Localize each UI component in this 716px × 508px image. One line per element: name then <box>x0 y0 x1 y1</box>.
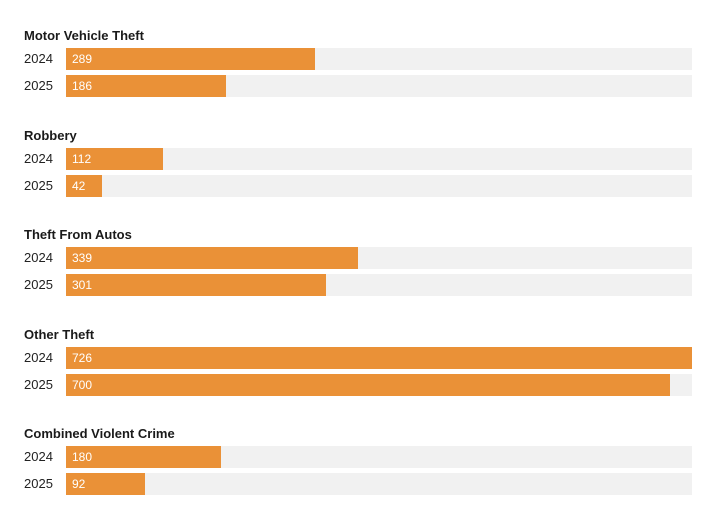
bar: 339 <box>66 247 358 269</box>
bar-track: 339 <box>66 247 692 269</box>
bar-value-label: 289 <box>72 52 93 66</box>
bar: 186 <box>66 75 226 97</box>
bar: 289 <box>66 48 315 70</box>
bar-value-label: 92 <box>72 477 86 491</box>
year-label: 2024 <box>24 151 53 166</box>
group-title: Robbery <box>24 128 77 143</box>
bar-track: 700 <box>66 374 692 396</box>
bar: 301 <box>66 274 326 296</box>
bar: 42 <box>66 175 102 197</box>
bar-track: 42 <box>66 175 692 197</box>
bar: 112 <box>66 148 163 170</box>
bar-track: 186 <box>66 75 692 97</box>
group-title: Motor Vehicle Theft <box>24 28 144 43</box>
year-label: 2024 <box>24 449 53 464</box>
bar-value-label: 186 <box>72 79 93 93</box>
bar: 726 <box>66 347 692 369</box>
year-label: 2025 <box>24 277 53 292</box>
bar-track: 92 <box>66 473 692 495</box>
bar-track: 301 <box>66 274 692 296</box>
bar-track: 726 <box>66 347 692 369</box>
year-label: 2024 <box>24 250 53 265</box>
bar: 700 <box>66 374 670 396</box>
year-label: 2025 <box>24 476 53 491</box>
bar-value-label: 42 <box>72 179 86 193</box>
bar-value-label: 700 <box>72 378 93 392</box>
bar-track: 112 <box>66 148 692 170</box>
bar-value-label: 301 <box>72 278 93 292</box>
year-label: 2025 <box>24 78 53 93</box>
bar-value-label: 726 <box>72 351 93 365</box>
bar-track: 289 <box>66 48 692 70</box>
bar-value-label: 112 <box>72 152 92 166</box>
group-title: Other Theft <box>24 327 95 342</box>
year-label: 2024 <box>24 51 53 66</box>
year-label: 2025 <box>24 178 53 193</box>
bar-value-label: 180 <box>72 450 93 464</box>
group-title: Combined Violent Crime <box>24 426 175 441</box>
year-label: 2025 <box>24 377 53 392</box>
bar-value-label: 339 <box>72 251 93 265</box>
group-title: Theft From Autos <box>24 227 132 242</box>
bar: 92 <box>66 473 145 495</box>
year-label: 2024 <box>24 350 53 365</box>
bar: 180 <box>66 446 221 468</box>
bar-track: 180 <box>66 446 692 468</box>
